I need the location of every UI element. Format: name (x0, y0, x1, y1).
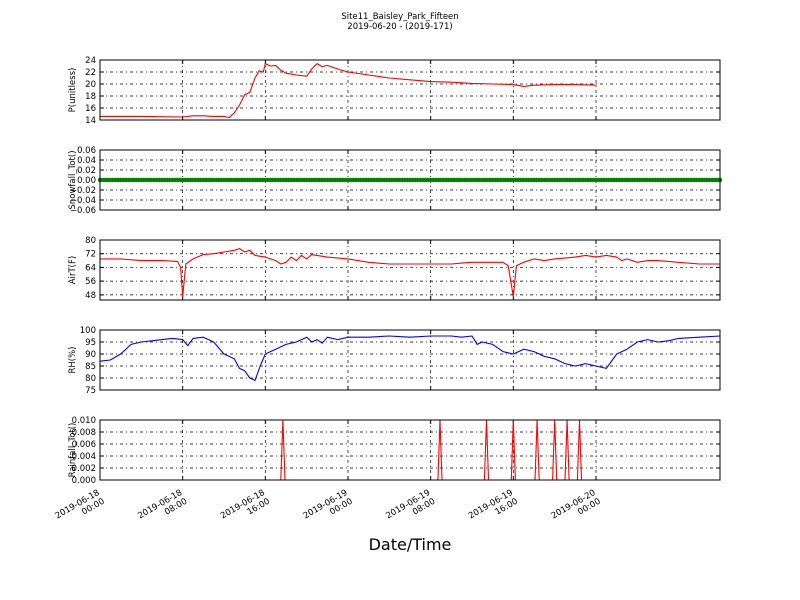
y-tick-label: 95 (85, 338, 96, 348)
x-tick-label: 2019-06-1808:00 (136, 488, 189, 530)
x-tick-label: 2019-06-2000:00 (550, 488, 603, 530)
y-tick-label: 80 (85, 236, 96, 246)
panels: 141618202224P(unitless)−0.06−0.04−0.020.… (68, 56, 723, 486)
panel-4: 0.000 0.002 0.004 0.006 0.008 0.010Rainfall_T… (68, 416, 721, 486)
y-tick-label: 80 (85, 374, 96, 384)
y-tick-label: 16 (85, 104, 96, 114)
y-tick-label: 0.004 (72, 452, 96, 462)
x-tick-label: 2019-06-1800:00 (54, 488, 107, 530)
y-tick-label: 0.06 (77, 146, 96, 156)
y-axis-label: P(unitless) (68, 68, 78, 113)
y-tick-label: 85 (85, 362, 96, 372)
y-tick-label: 0.02 (77, 166, 96, 176)
panel-2: 48 56 64 72 80 AirT(F) (68, 236, 721, 301)
y-tick-label: 75 (85, 386, 96, 396)
y-tick-label: 0.008 (72, 428, 96, 438)
y-tick-label: −0.02 (70, 186, 96, 196)
y-tick-label: 90 (85, 350, 96, 360)
y-tick-label: 72 (85, 250, 96, 260)
panel-frame (99, 59, 721, 121)
series-line (100, 63, 597, 119)
y-tick-label: 24 (85, 56, 96, 66)
x-axis-label: Date/Time (369, 535, 452, 554)
y-tick-label: 0.002 (72, 464, 96, 474)
y-axis-label: Snowfall_Tot() (68, 150, 78, 209)
y-axis-label: Rainfall_Tot() (68, 423, 78, 478)
series-line (100, 248, 720, 298)
chart-title: Site11_Baisley_Park_Fifteen (341, 12, 458, 22)
y-tick-label: 0.04 (77, 156, 96, 166)
x-tick-label: 2019-06-1908:00 (384, 488, 437, 530)
y-tick-label: 0.000 (72, 476, 96, 486)
y-tick-label: 20 (85, 80, 96, 90)
y-tick-label: 48 (85, 291, 96, 301)
x-tick-label: 2019-06-1900:00 (302, 488, 355, 530)
panel-1: −0.06−0.04−0.020.000.020.040.06Snowfall_… (68, 146, 723, 216)
panel-0: 14 16 18 20 22 24 P(unitless) (68, 56, 721, 126)
panel-frame (99, 329, 721, 391)
y-tick-label: 0.00 (77, 176, 96, 186)
y-tick-label: 0.010 (72, 416, 96, 426)
y-axis-label: RH(%) (68, 346, 78, 373)
y-tick-label: 0.006 (72, 440, 96, 450)
panel-frame (99, 149, 721, 211)
y-tick-label: 64 (85, 263, 96, 273)
y-tick-label: 18 (85, 92, 96, 102)
x-axis-ticks: 2019-06-1800:00 2019-06-1808:00 2019-06-18… (54, 488, 603, 530)
y-axis-label: AirT(F) (68, 256, 78, 284)
y-tick-label: 22 (85, 68, 96, 78)
panel-frame (99, 239, 721, 301)
y-tick-label: −0.06 (70, 206, 96, 216)
series-line (99, 335, 721, 381)
x-tick-label: 2019-06-1916:00 (467, 488, 520, 530)
y-tick-label: −0.04 (70, 196, 96, 206)
panel-frame (99, 419, 721, 481)
chart-subtitle: 2019-06-20 - (2019-171) (347, 22, 452, 32)
y-tick-label: 56 (85, 277, 96, 287)
y-tick-label: 14 (85, 116, 96, 126)
x-tick-label: 2019-06-1816:00 (219, 488, 272, 530)
y-tick-label: 100 (80, 326, 96, 336)
